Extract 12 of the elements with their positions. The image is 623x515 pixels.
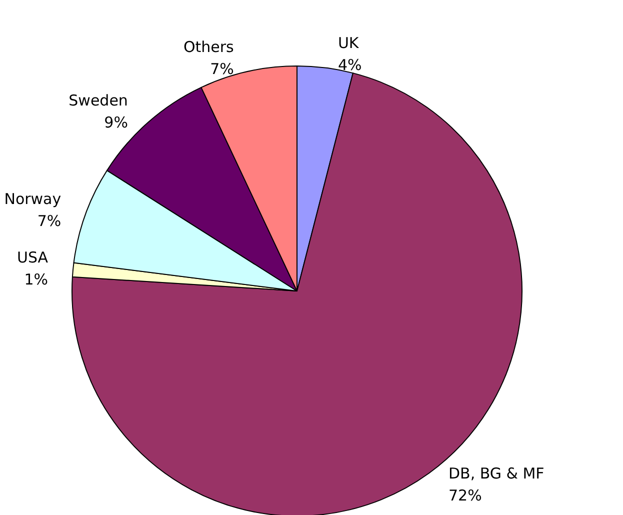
slice-label: DB, BG & MF <box>448 464 544 482</box>
data-label: 9% <box>104 114 128 132</box>
slice-label: Sweden <box>68 92 128 110</box>
data-label: 72% <box>448 486 482 504</box>
data-label: 7% <box>37 212 62 230</box>
slice-label: UK <box>338 34 360 52</box>
data-label: 7% <box>210 60 234 78</box>
slice-label: Norway <box>4 190 62 208</box>
slice-label: Others <box>183 38 234 56</box>
slice-label: USA <box>17 248 49 267</box>
data-label: 4% <box>338 56 362 74</box>
data-label: 1% <box>24 270 48 289</box>
